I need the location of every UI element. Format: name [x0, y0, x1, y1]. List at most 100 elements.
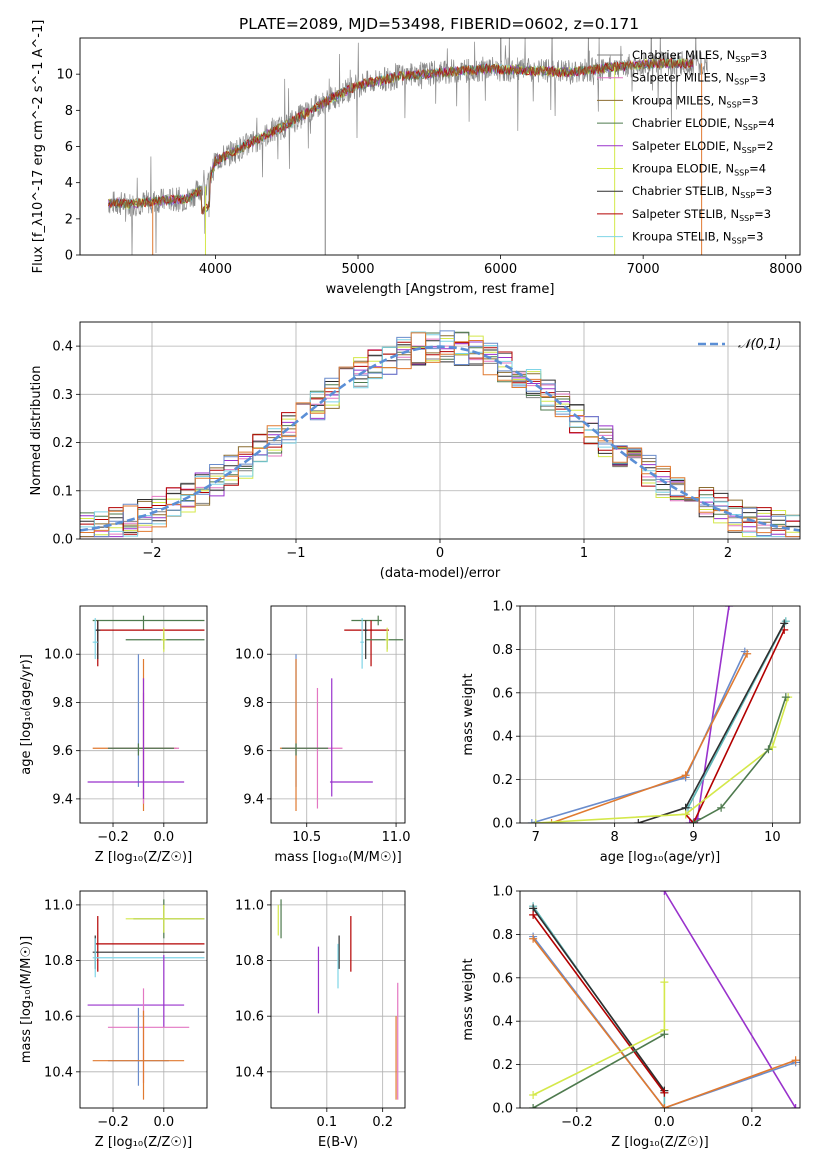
y-tick-label: 9.6: [243, 744, 264, 759]
plot-area: [80, 322, 800, 539]
y-tick-label: 8: [65, 104, 73, 119]
y-axis-label: mass weight: [461, 958, 476, 1040]
series-marker: [743, 649, 752, 658]
x-axis-label: mass [log₁₀(M/M☉)]: [274, 850, 401, 865]
x-tick-label: 9: [689, 830, 697, 845]
axes-frame: [79, 605, 208, 824]
y-tick-label: 0.2: [492, 1058, 513, 1073]
series-marker: [764, 745, 773, 754]
panel-residuals: −2 −1 0 1 2 0.0 0.1 0.2 0.3 0.4 (data-model)/error…: [29, 321, 801, 581]
y-tick-label: 0.0: [492, 1102, 513, 1117]
axes-frame: [270, 890, 406, 1109]
plot-area: [108, 38, 708, 255]
panel-massweight_vs_age: 7 8 9 10 0.0 0.2 0.4 0.6 0.8 1.0 age [log₁₀(age/yr…: [461, 600, 801, 865]
series-marker: [780, 619, 789, 628]
plot-area: [80, 606, 207, 823]
y-tick-label: 6: [65, 140, 73, 155]
x-tick-label: 0: [436, 546, 444, 561]
series-marker: [529, 934, 538, 943]
y-tick-label: 0.8: [492, 928, 513, 943]
y-tick-label: 0.4: [492, 1015, 513, 1030]
y-axis-label: mass weight: [461, 673, 476, 755]
y-axis-label: mass [log₁₀(M/M☉)]: [19, 936, 34, 1063]
y-tick-label: 0.6: [492, 686, 513, 701]
series-line: [532, 914, 666, 1094]
x-tick-label: 6000: [484, 262, 517, 277]
x-axis-label: Z [log₁₀(Z/Z☉)]: [611, 1135, 708, 1150]
legend-entry: Kroupa STELIB, NSSP=3: [632, 230, 763, 246]
axes-frame: [519, 605, 801, 824]
spectrum-model-line: [108, 57, 694, 214]
series-marker: [527, 819, 536, 823]
plot-area: [520, 606, 800, 823]
x-axis-label: E(B-V): [318, 1135, 358, 1150]
x-tick-label: 0.1: [316, 1115, 337, 1130]
y-tick-label: 0: [65, 249, 73, 264]
x-tick-label: 8000: [769, 262, 802, 277]
series-marker: [685, 819, 694, 823]
axes-frame: [79, 37, 801, 256]
series-marker: [725, 606, 734, 610]
series-line: [532, 938, 796, 1108]
x-tick-label: 0.2: [372, 1115, 393, 1130]
x-axis-label: age [log₁₀(age/yr)]: [600, 850, 721, 865]
histogram-step: [80, 341, 800, 535]
x-tick-label: 7000: [627, 262, 660, 277]
legend-entry: Kroupa ELODIE, NSSP=4: [632, 162, 766, 178]
series-marker: [717, 803, 726, 812]
x-axis-label: Z [log₁₀(Z/Z☉)]: [95, 1135, 192, 1150]
spectrum-legend: Chabrier MILES, NSSP=3 Salpeter MILES, NS…: [597, 48, 775, 246]
x-tick-label: 7: [532, 830, 540, 845]
series-line: [532, 907, 666, 1092]
panel-mass_vs_EBV: 0.1 0.2 10.4 10.6 10.8 11.0 E(B-V): [235, 890, 406, 1150]
histogram-step: [80, 330, 800, 538]
y-tick-label: 4: [65, 176, 73, 191]
series-marker: [681, 810, 690, 819]
plot-area: [271, 891, 405, 1108]
series-marker: [660, 1088, 669, 1097]
series-marker: [529, 1090, 538, 1099]
y-tick-label: 10.0: [44, 648, 73, 663]
y-tick-label: 0.4: [52, 340, 73, 355]
y-tick-label: 0.2: [492, 773, 513, 788]
y-tick-label: 2: [65, 212, 73, 227]
x-tick-label: 0.0: [153, 1115, 174, 1130]
series-line: [663, 891, 797, 1108]
series-marker: [529, 910, 538, 919]
x-tick-label: −0.2: [561, 1115, 593, 1130]
x-tick-label: 0.0: [654, 1115, 675, 1130]
y-tick-label: 1.0: [492, 600, 513, 615]
y-tick-label: 10.6: [44, 1010, 73, 1025]
series-marker: [660, 891, 669, 895]
x-tick-label: 1: [580, 546, 588, 561]
x-tick-label: −2: [142, 546, 161, 561]
y-tick-label: 0.2: [52, 436, 73, 451]
x-axis-label: (data-model)/error: [380, 566, 501, 581]
legend-entry: Salpeter MILES, NSSP=3: [632, 71, 766, 87]
y-tick-label: 10.8: [44, 954, 73, 969]
x-tick-label: 5000: [341, 262, 374, 277]
legend-entry: 𝒩(0,1): [738, 337, 781, 352]
y-tick-label: 9.4: [243, 792, 264, 807]
y-axis-label: Flux [f_λ10^-17 erg cm^-2 s^-1 A^-1]: [31, 20, 46, 274]
x-tick-label: 10: [764, 830, 781, 845]
y-tick-label: 0.3: [52, 388, 73, 403]
x-tick-label: 4000: [199, 262, 232, 277]
legend-entry: Chabrier STELIB, NSSP=3: [632, 184, 772, 200]
series-line: [531, 651, 746, 823]
series-marker: [531, 819, 540, 823]
series-line: [532, 936, 796, 1108]
x-tick-label: −0.2: [97, 1115, 129, 1130]
y-tick-label: 0.1: [52, 484, 73, 499]
panel-spectrum: 4000 5000 6000 7000 8000 0 2 4 6 8 10 wavelength [A…: [31, 20, 802, 297]
plot-area: [520, 891, 800, 1108]
spectrum-model-line: [108, 57, 694, 212]
x-tick-label: 10.5: [292, 830, 321, 845]
series-marker: [547, 819, 556, 823]
plot-area: [271, 606, 405, 823]
series-line: [535, 696, 789, 823]
y-tick-label: 0.8: [492, 643, 513, 658]
legend-entry: Chabrier MILES, NSSP=3: [632, 48, 767, 64]
series-line: [693, 696, 787, 823]
y-tick-label: 9.8: [243, 696, 264, 711]
